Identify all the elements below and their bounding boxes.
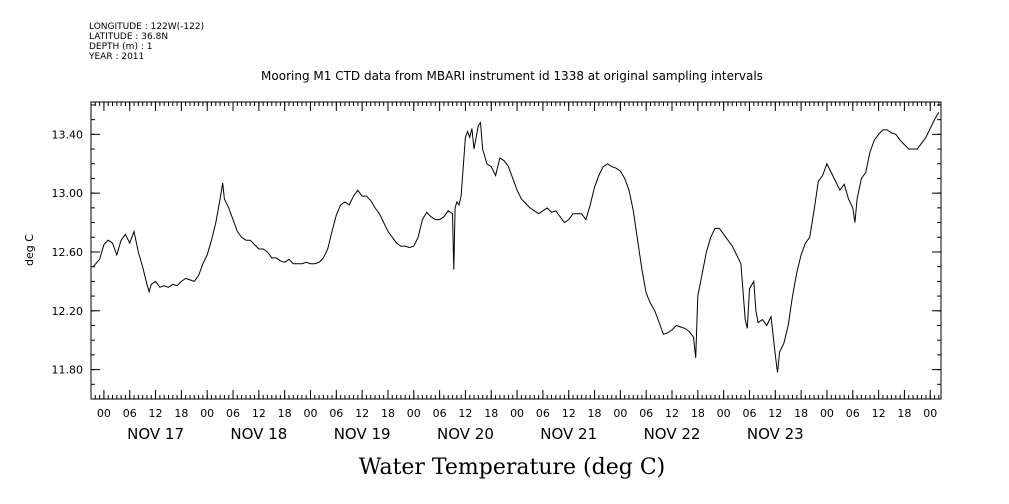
x-tick-label: 00 [613, 407, 627, 420]
day-label: NOV 22 [644, 425, 701, 443]
day-label: NOV 18 [230, 425, 287, 443]
x-tick-label: 00 [303, 407, 317, 420]
day-label: NOV 21 [540, 425, 597, 443]
y-axis-label: deg C [23, 234, 36, 266]
x-tick-label: 00 [717, 407, 731, 420]
x-tick-label: 06 [433, 407, 447, 420]
x-tick-label: 18 [484, 407, 498, 420]
y-tick-label: 13.40 [52, 128, 84, 141]
x-tick-label: 18 [691, 407, 705, 420]
day-label: NOV 19 [334, 425, 391, 443]
x-tick-label: 12 [562, 407, 576, 420]
day-label: NOV 23 [747, 425, 804, 443]
x-axis-label: Water Temperature (deg C) [359, 455, 666, 480]
header-depth: DEPTH (m) : 1 [89, 42, 152, 52]
x-tick-label: 06 [226, 407, 240, 420]
x-tick-label: 18 [897, 407, 911, 420]
x-tick-label: 18 [588, 407, 602, 420]
x-tick-label: 18 [381, 407, 395, 420]
x-tick-label: 12 [872, 407, 886, 420]
x-tick-label: 06 [639, 407, 653, 420]
x-tick-label: 06 [123, 407, 137, 420]
x-tick-label: 12 [149, 407, 163, 420]
x-tick-label: 00 [923, 407, 937, 420]
plot-frame [90, 101, 942, 400]
y-tick-label: 12.60 [52, 246, 84, 259]
x-tick-label: 06 [536, 407, 550, 420]
x-tick-label: 00 [200, 407, 214, 420]
series-line [92, 112, 940, 373]
x-tick-label: 06 [742, 407, 756, 420]
x-tick-label: 06 [846, 407, 860, 420]
y-tick-label: 12.20 [52, 305, 84, 318]
x-tick-label: 00 [97, 407, 111, 420]
x-tick-label: 12 [458, 407, 472, 420]
x-tick-label: 00 [407, 407, 421, 420]
x-tick-label: 00 [820, 407, 834, 420]
x-tick-label: 06 [329, 407, 343, 420]
x-tick-label: 18 [794, 407, 808, 420]
y-tick-label: 11.80 [52, 364, 84, 377]
y-tick-label: 13.00 [52, 187, 84, 200]
header-info: LONGITUDE : 122W(-122) LATITUDE : 36.8N … [88, 22, 204, 62]
x-tick-label: 18 [174, 407, 188, 420]
header-year: YEAR : 2011 [88, 52, 144, 62]
day-label: NOV 17 [127, 425, 184, 443]
x-tick-label: 12 [252, 407, 266, 420]
x-tick-label: 12 [768, 407, 782, 420]
x-tick-label: 12 [355, 407, 369, 420]
header-latitude: LATITUDE : 36.8N [89, 32, 168, 42]
header-longitude: LONGITUDE : 122W(-122) [89, 22, 204, 32]
axes: 11.80 12.20 12.60 13.00 13.40 00 06 12 18 00 06 12 1… [52, 102, 941, 443]
x-tick-label: 00 [510, 407, 524, 420]
chart-title: Mooring M1 CTD data from MBARI instrumen… [261, 69, 763, 83]
x-tick-label: 18 [278, 407, 292, 420]
day-label: NOV 20 [437, 425, 494, 443]
x-tick-label: 12 [665, 407, 679, 420]
